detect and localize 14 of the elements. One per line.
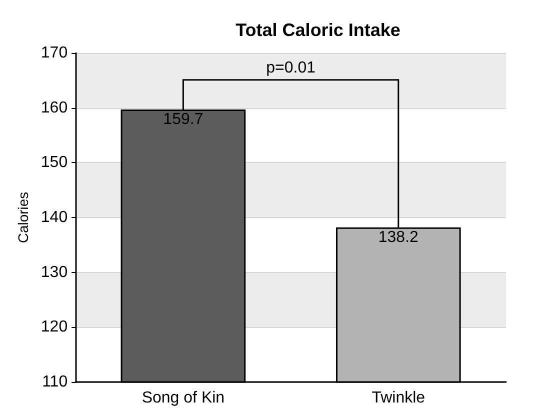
y-tick-label: 130 xyxy=(40,264,68,281)
data-label: 138.2 xyxy=(378,228,419,246)
y-tick-label: 110 xyxy=(42,374,68,390)
y-axis-title: Calories xyxy=(15,192,31,244)
chart-title: Total Caloric Intake xyxy=(236,20,400,40)
y-tick-label: 150 xyxy=(40,154,68,172)
annotation: p=0.01 xyxy=(266,59,316,76)
data-label: 159.7 xyxy=(163,110,204,128)
x-tick-label: Twinkle xyxy=(372,390,426,406)
y-tick-label: 160 xyxy=(40,99,68,116)
x-tick-label: Song of Kin xyxy=(142,390,225,406)
y-tick-label: 140 xyxy=(40,209,68,226)
y-tick-label: 120 xyxy=(40,318,68,336)
y-tick-label: 170 xyxy=(40,44,68,62)
